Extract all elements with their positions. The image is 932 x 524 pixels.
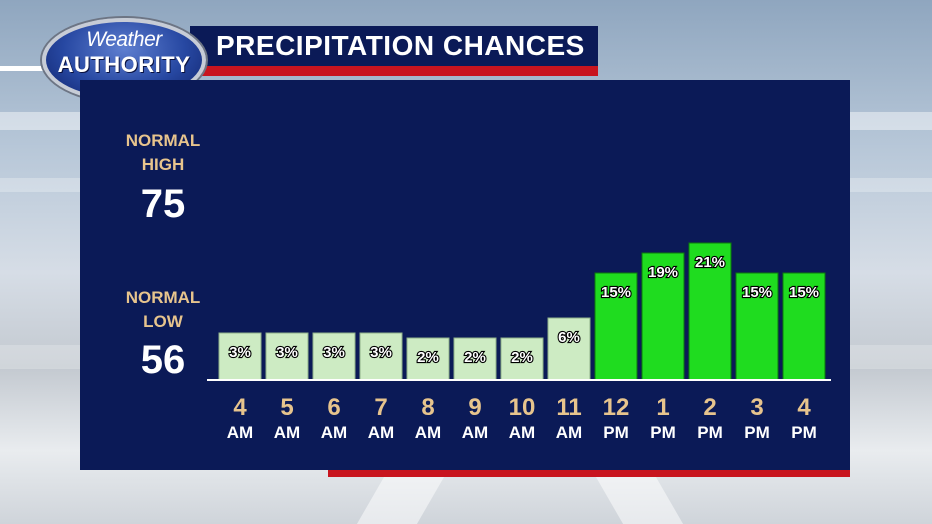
bar-value-label: 21% <box>695 254 725 271</box>
x-tick-hour: 2 <box>703 394 716 421</box>
logo-text-authority: AUTHORITY <box>57 52 191 77</box>
bar <box>406 337 450 381</box>
bar-value-label: 2% <box>417 349 439 366</box>
title-bar: PRECIPITATION CHANCES <box>190 26 598 76</box>
x-tick-hour: 9 <box>468 394 481 421</box>
page-title: PRECIPITATION CHANCES <box>216 30 585 61</box>
bar-value-label: 3% <box>276 344 298 361</box>
bar <box>453 337 497 381</box>
panel-accent-strip <box>328 470 850 477</box>
logo-text-weather: Weather <box>86 28 162 51</box>
bar-value-label: 2% <box>464 349 486 366</box>
normal-high-label: NORMAL HIGH <box>113 129 213 177</box>
x-tick-period: AM <box>321 423 347 442</box>
bar <box>782 272 826 381</box>
x-tick-period: PM <box>744 423 770 442</box>
bar-value-label: 3% <box>229 344 251 361</box>
bar <box>265 332 309 381</box>
x-tick-hour: 3 <box>750 394 763 421</box>
normal-low-label: NORMAL LOW <box>113 286 213 334</box>
x-axis-group: 4 AM 5 AM 6 AM 7 AM 8 AM 9 AM 10 AM 11 AM 12 PM 1 PM 2 PM 3 PM 4… <box>207 379 831 442</box>
bar-value-label: 2% <box>511 349 533 366</box>
x-tick-hour: 4 <box>797 394 811 421</box>
normal-high-label-line2: HIGH <box>141 155 185 174</box>
bar <box>218 332 262 381</box>
bar-value-label: 3% <box>323 344 345 361</box>
bar <box>547 317 591 381</box>
x-tick-period: AM <box>227 423 253 442</box>
x-tick-period: AM <box>556 423 582 442</box>
bar <box>359 332 403 381</box>
bar-value-label: 15% <box>601 284 631 301</box>
normal-low-value: 56 <box>140 338 186 382</box>
x-tick-hour: 12 <box>603 394 630 421</box>
bar-value-label: 15% <box>742 284 772 301</box>
bar-value-label: 3% <box>370 344 392 361</box>
x-tick-hour: 5 <box>280 394 293 421</box>
normal-high-label-line1: NORMAL <box>125 131 201 150</box>
bar <box>688 242 732 381</box>
x-tick-hour: 6 <box>327 394 340 421</box>
bar <box>735 272 779 381</box>
x-tick-period: AM <box>509 423 535 442</box>
bars-group: 3% 3% 3% 3% 2% 2% 2% 6% 15% 19% 21% 15% 15% <box>218 242 826 381</box>
normal-low-label-line1: NORMAL <box>125 288 201 307</box>
x-tick-period: AM <box>368 423 394 442</box>
x-tick-period: PM <box>603 423 629 442</box>
normal-high-value: 75 <box>140 182 186 226</box>
bar-value-label: 15% <box>789 284 819 301</box>
x-tick-hour: 10 <box>509 394 536 421</box>
header-rule <box>0 66 60 71</box>
x-tick-hour: 8 <box>421 394 434 421</box>
x-tick-hour: 4 <box>233 394 247 421</box>
x-tick-period: AM <box>415 423 441 442</box>
x-tick-hour: 11 <box>556 394 581 421</box>
normal-low-label-line2: LOW <box>143 312 183 331</box>
bar-value-label: 6% <box>558 329 580 346</box>
x-tick-hour: 1 <box>656 394 669 421</box>
x-tick-hour: 7 <box>374 394 387 421</box>
x-tick-period: PM <box>650 423 676 442</box>
bar-value-label: 19% <box>648 264 678 281</box>
bar <box>312 332 356 381</box>
x-tick-period: AM <box>462 423 488 442</box>
x-tick-period: AM <box>274 423 300 442</box>
x-tick-period: PM <box>791 423 817 442</box>
x-tick-period: PM <box>697 423 723 442</box>
